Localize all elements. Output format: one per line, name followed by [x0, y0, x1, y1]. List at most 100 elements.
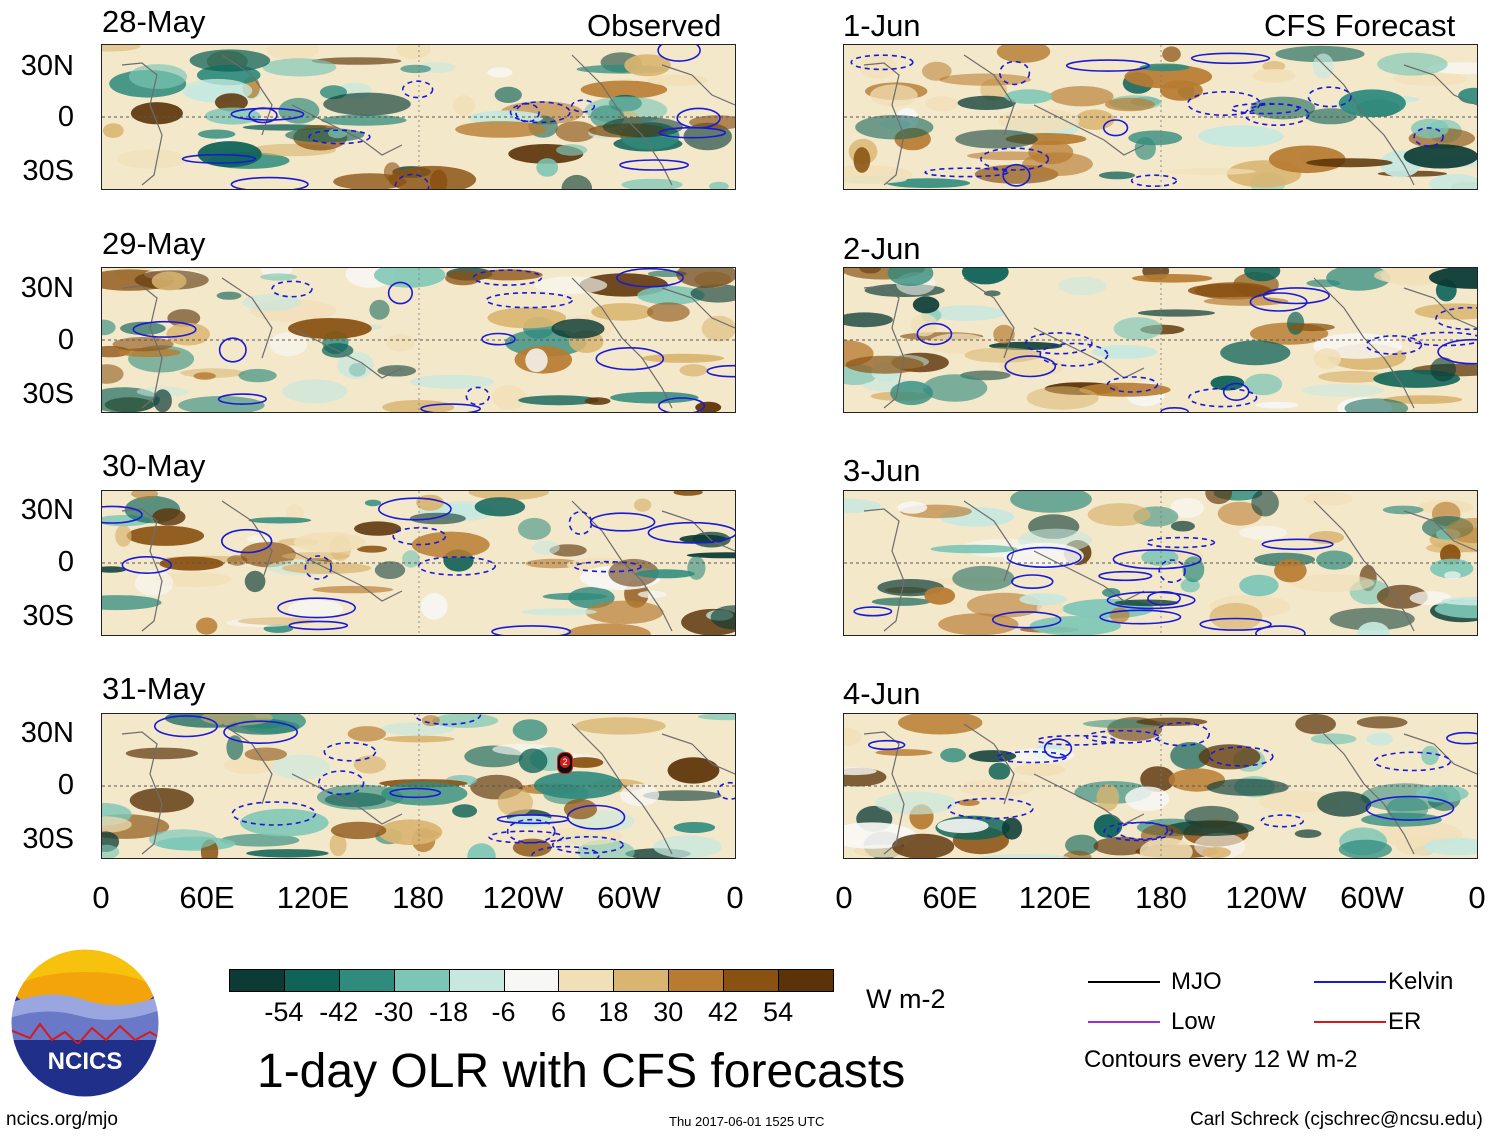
kelvin-contour — [377, 497, 452, 521]
olr-anomaly-blob — [240, 808, 329, 837]
olr-anomaly-blob — [980, 854, 1069, 858]
kelvin-contour — [181, 153, 257, 164]
olr-anomaly-blob — [1316, 550, 1354, 570]
lat-label-30n-row3: 30N — [20, 494, 74, 526]
kelvin-contour — [1160, 407, 1189, 412]
olr-anomaly-blob — [1317, 791, 1372, 817]
olr-anomaly-blob — [647, 302, 690, 322]
olr-anomaly-blob — [1310, 733, 1357, 745]
olr-anomaly-blob — [647, 74, 708, 86]
date-label-observed-2: 29-May — [102, 226, 206, 261]
olr-anomaly-blob — [939, 73, 1031, 86]
olr-anomaly-blob — [1079, 382, 1171, 397]
olr-anomaly-blob — [271, 754, 331, 780]
olr-anomaly-blob — [474, 269, 543, 281]
olr-anomaly-blob — [102, 816, 132, 833]
olr-anomaly-blob — [1313, 348, 1341, 370]
kelvin-contour — [658, 397, 706, 412]
olr-anomaly-blob — [1429, 173, 1477, 189]
olr-anomaly-blob — [536, 158, 559, 177]
kelvin-contour — [1011, 574, 1054, 589]
olr-anomaly-blob — [1290, 574, 1375, 592]
kelvin-contour — [277, 597, 356, 619]
olr-anomaly-blob — [242, 294, 302, 311]
coastline — [1033, 104, 1145, 156]
kelvin-contour — [1188, 387, 1258, 408]
footer-timestamp: Thu 2017-06-01 1525 UTC — [669, 1114, 825, 1129]
olr-anomaly-blob — [115, 524, 132, 547]
kelvin-contour — [121, 556, 173, 575]
olr-anomaly-blob — [1198, 125, 1284, 147]
legend-label-kelvin: Kelvin — [1388, 968, 1454, 995]
coastline — [1313, 54, 1415, 186]
olr-anomaly-blob — [148, 829, 217, 850]
footer-url[interactable]: ncics.org/mjo — [6, 1109, 118, 1130]
olr-anomaly-blob — [153, 389, 172, 412]
kelvin-contour — [1147, 591, 1181, 606]
olr-anomaly-blob — [452, 95, 476, 116]
olr-anomaly-blob — [610, 391, 699, 404]
olr-anomaly-blob — [152, 508, 186, 526]
olr-anomaly-blob — [1441, 596, 1477, 606]
kelvin-contour — [916, 322, 953, 346]
kelvin-contour — [491, 625, 572, 635]
olr-anomaly-blob — [353, 755, 387, 774]
olr-anomaly-blob — [532, 540, 560, 555]
olr-anomaly-blob — [1113, 317, 1163, 341]
forecast-header: CFS Forecast — [1264, 8, 1456, 43]
olr-anomaly-blob — [1029, 616, 1121, 635]
colorbar-swatch — [229, 969, 285, 992]
lon-label-right-0-end: 0 — [1468, 880, 1486, 915]
lon-label-left-120w: 120W — [482, 880, 564, 915]
olr-anomaly-blob — [853, 147, 871, 173]
olr-anomaly-blob — [1444, 571, 1461, 580]
olr-map — [844, 491, 1477, 635]
kelvin-contour — [465, 386, 490, 406]
olr-anomaly-blob — [1429, 268, 1477, 289]
olr-map — [102, 268, 735, 412]
kelvin-contour — [566, 804, 626, 830]
kelvin-contour — [1199, 617, 1272, 631]
olr-anomaly-blob — [474, 497, 526, 517]
olr-anomaly-blob — [120, 321, 166, 335]
coastline — [221, 723, 273, 805]
date-label-forecast-2: 2-Jun — [843, 231, 921, 266]
kelvin-contour — [488, 830, 565, 844]
olr-anomaly-blob — [1304, 492, 1354, 506]
kelvin-contour — [850, 54, 914, 71]
olr-map — [844, 268, 1477, 412]
coastline — [291, 327, 403, 379]
olr-anomaly-blob — [226, 735, 244, 760]
olr-anomaly-blob — [159, 556, 224, 571]
olr-anomaly-blob — [697, 714, 735, 721]
olr-anomaly-blob — [467, 843, 496, 858]
kelvin-contour — [389, 787, 442, 799]
olr-anomaly-blob — [329, 833, 347, 857]
olr-anomaly-blob — [620, 784, 660, 806]
lat-label-eq-row2: 0 — [57, 324, 74, 356]
colorbar-tick-label: -54 — [264, 997, 304, 1027]
kelvin-contour — [1002, 163, 1031, 187]
kelvin-contour — [220, 528, 273, 554]
olr-anomaly-blob — [844, 498, 881, 514]
coastline — [1403, 510, 1477, 552]
kelvin-contour — [1222, 382, 1250, 401]
olr-anomaly-blob — [710, 605, 735, 630]
olr-anomaly-blob — [621, 178, 683, 189]
olr-anomaly-blob — [1377, 52, 1448, 76]
colorbar — [229, 969, 834, 992]
kelvin-contour — [1255, 625, 1306, 635]
map-panel-observed-1 — [101, 44, 736, 190]
olr-anomaly-blob — [844, 767, 877, 776]
coastline — [291, 550, 403, 602]
kelvin-contour — [947, 797, 1034, 820]
date-label-observed-1: 28-May — [102, 4, 206, 39]
olr-map — [102, 491, 735, 635]
olr-anomaly-blob — [1210, 375, 1245, 391]
olr-anomaly-blob — [193, 372, 216, 380]
coastline — [661, 510, 735, 552]
kelvin-contour — [288, 620, 349, 631]
olr-anomaly-blob — [1430, 357, 1456, 382]
coastline — [121, 62, 163, 186]
kelvin-contour — [1249, 292, 1308, 312]
